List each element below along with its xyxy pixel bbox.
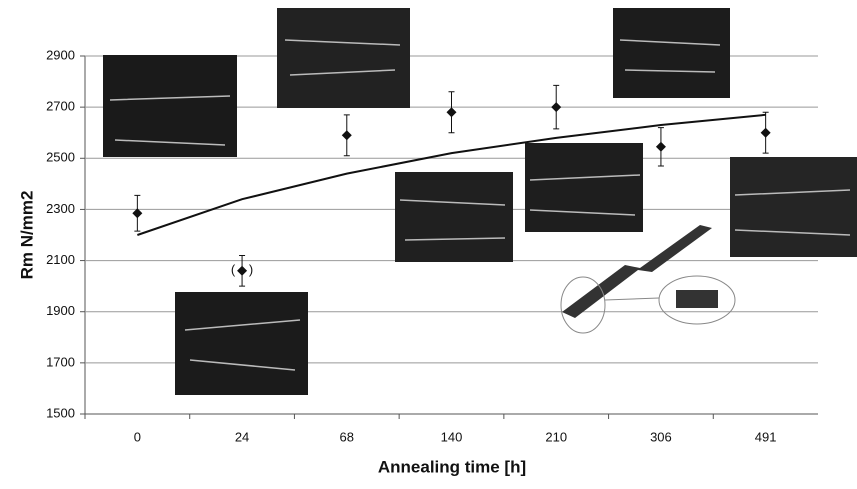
micrograph [525,143,643,232]
y-tick-label: 1500 [46,405,75,420]
y-tick-label: 2100 [46,252,75,267]
point [760,127,771,138]
micrograph-texture [109,39,851,371]
point [655,141,666,152]
x-tick-label: 0 [134,429,141,444]
point [446,107,457,118]
micrograph [395,172,513,262]
y-tick-label: 2300 [46,201,75,216]
micrograph [175,292,308,395]
x-axis-title: Annealing time [h] [378,457,526,476]
micrograph [103,55,237,157]
y-tick-label: 2500 [46,150,75,165]
y-tick-label: 2700 [46,99,75,114]
annotation: ( [231,262,236,277]
micrographs [103,8,857,395]
x-tick-label: 491 [755,429,777,444]
point [237,265,248,276]
trend-line [137,113,766,236]
x-tick-label: 24 [235,429,249,444]
x-tick-label: 306 [650,429,672,444]
point [132,208,143,219]
micrograph [730,157,857,257]
x-tick-label: 140 [441,429,463,444]
x-tick-label: 68 [340,429,354,444]
x-tick-label: 210 [545,429,567,444]
micrograph [613,8,730,98]
sample-sketch [560,225,736,334]
point [341,130,352,141]
micrograph [277,8,410,108]
point [551,102,562,113]
y-axis-title: Rm N/mm2 [17,191,36,280]
annotation: ) [249,262,253,277]
y-tick-label: 1700 [46,354,75,369]
y-tick-label: 1900 [46,303,75,318]
y-tick-label: 2900 [46,47,75,62]
